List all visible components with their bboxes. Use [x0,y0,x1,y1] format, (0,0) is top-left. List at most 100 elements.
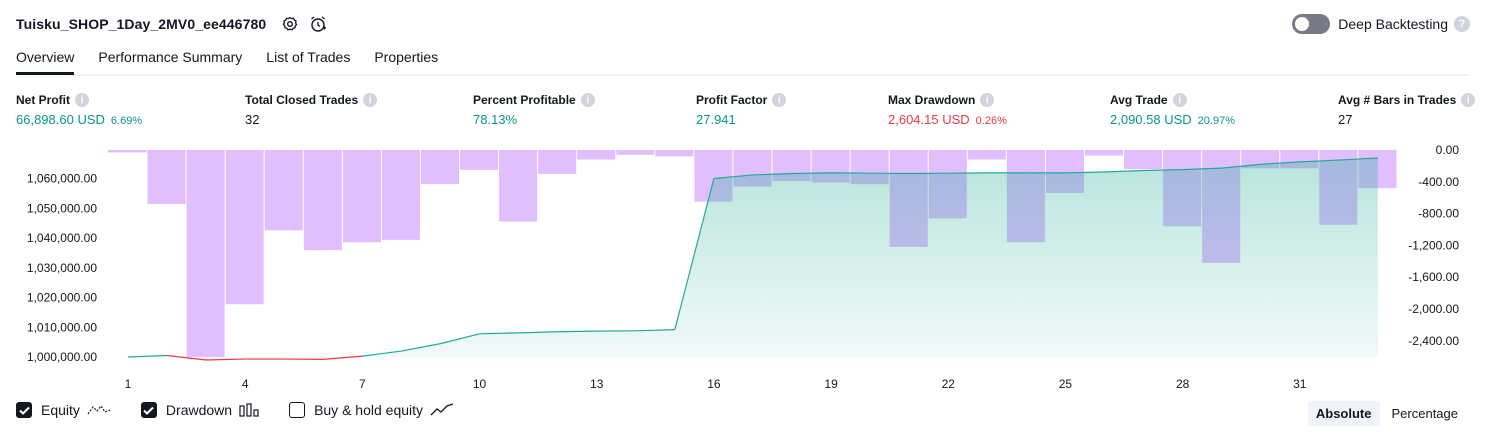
y-right-tick-label: -2,000.00 [1408,302,1459,316]
info-icon[interactable]: i [75,93,89,107]
equity-line-segment [752,172,793,176]
y-left-tick-label: 1,050,000.00 [27,201,97,215]
metric-label: Net Profit [16,93,70,107]
settings-icon[interactable] [280,14,300,34]
metric-total-closed-trades: Total Closed Trades i 32 [245,93,378,127]
equity-line-segment [362,350,402,357]
deep-backtesting: Deep Backtesting ? [1292,13,1470,35]
metric-percent: 0.26% [975,115,1007,127]
metric-max-drawdown: Max Drawdown i 2,604.15 USD 0.26% [888,93,1007,127]
y-right-tick-label: -400.00 [1418,175,1459,189]
deep-backtesting-toggle[interactable] [1292,14,1331,34]
info-icon[interactable]: i [980,93,995,107]
drawdown-bar [147,150,186,205]
tab-properties[interactable]: Properties [374,49,439,65]
deep-backtesting-label: Deep Backtesting [1338,16,1448,32]
equity-line-segment [1143,169,1183,172]
metric-percent: 20.97% [1197,115,1235,127]
metric-label: Profit Factor [696,93,768,107]
equity-line-segment [1299,159,1339,163]
absolute-button[interactable]: Absolute [1307,401,1380,426]
strategy-header: Tuisku_SHOP_1Day_2MV0_ee446780 [16,13,328,35]
equity-checkbox[interactable] [16,402,32,418]
drawdown-bar [616,150,655,155]
equity-line-segment [1065,171,1105,174]
drawdown-bar [538,150,577,174]
metric-label: Total Closed Trades [245,93,359,107]
x-tick-label: 25 [1059,377,1073,391]
y-left-tick-label: 1,030,000.00 [27,261,97,275]
info-icon[interactable]: i [1172,93,1187,107]
y-left-tick-label: 1,060,000.00 [27,172,97,186]
x-tick-label: 19 [824,377,838,391]
metric-value: 78.13% [473,112,518,127]
metric-net-profit: Net Profit i 66,898.60 USD 6.69% [16,93,142,127]
equity-drawdown-chart[interactable]: 1,000,000.00 1,010,000.00 1,020,000.00 1,03… [0,140,1486,395]
metric-label: Max Drawdown [888,93,976,107]
y-right-tick-label: -1,200.00 [1408,238,1459,252]
legend-label: Buy & hold equity [314,402,424,418]
y-right-tick-label: 0.00 [1436,143,1460,157]
equity-line-segment [323,355,363,360]
y-right-tick-label: -800.00 [1418,207,1459,221]
metric-value: 2,090.58 USD [1110,112,1192,127]
buy-hold-checkbox[interactable] [289,402,306,418]
info-icon[interactable]: i [580,93,595,107]
equity-line-segment [557,330,597,333]
drawdown-bar [655,150,694,157]
info-icon[interactable]: i [1461,93,1476,107]
drawdown-bar [342,150,381,243]
x-tick-label: 7 [359,377,366,391]
chart-legend: Equity Drawdown Buy & hold equity [16,402,484,418]
tab-overview[interactable]: Overview [16,46,75,75]
y-right-tick-label: -2,400.00 [1408,334,1459,348]
tab-list-of-trades[interactable]: List of Trades [266,49,351,65]
alert-clock-icon[interactable] [308,14,328,34]
equity-line-segment [518,331,558,334]
equity-line-segment [635,329,675,332]
metric-profit-factor: Profit Factor i 27.941 [696,93,787,127]
strategy-title: Tuisku_SHOP_1Day_2MV0_ee446780 [16,16,267,32]
x-tick-label: 22 [942,377,956,391]
y-left-tick-label: 1,040,000.00 [27,231,97,245]
drawdown-bars-icon [239,403,259,417]
drawdown-checkbox[interactable] [140,402,157,418]
equity-line-segment [440,333,480,345]
metric-value: 27 [1338,112,1353,127]
drawdown-bar [499,150,538,222]
drawdown-bar [108,150,147,153]
drawdown-bar [186,150,225,357]
tab-performance-summary[interactable]: Performance Summary [98,49,243,65]
equity-line-segment [713,174,754,180]
info-icon[interactable]: i [772,93,787,107]
metric-label: Avg Trade [1110,93,1168,107]
equity-line-segment [206,358,246,361]
equity-line-segment [166,354,207,361]
metric-value: 66,898.60 USD [16,112,105,127]
y-left-tick-label: 1,020,000.00 [27,291,97,305]
legend-label: Drawdown [165,402,233,418]
legend-buy-hold[interactable]: Buy & hold equity [289,402,454,418]
metric-label: Percent Profitable [473,93,576,107]
help-icon[interactable]: ? [1454,16,1470,32]
legend-equity[interactable]: Equity [16,402,111,418]
info-icon[interactable]: i [363,93,378,107]
equity-line-segment [1338,157,1378,161]
legend-label: Equity [41,402,80,418]
drawdown-bar [1084,150,1124,156]
x-tick-label: 1 [125,377,132,391]
x-tick-label: 13 [590,377,604,391]
equity-line-segment [1182,167,1222,171]
x-tick-label: 28 [1176,377,1190,391]
report-tabs: Overview Performance Summary List of Tra… [16,46,1470,76]
percentage-button[interactable]: Percentage [1391,406,1459,421]
drawdown-bar [1124,150,1163,170]
equity-line-segment [792,172,832,175]
equity-line-segment [674,178,715,330]
drawdown-bar [460,150,499,170]
metric-percent-profitable: Percent Profitable i 78.13% [473,93,595,127]
legend-drawdown[interactable]: Drawdown [140,402,259,418]
buy-hold-line-icon [430,403,454,417]
equity-line-segment [127,354,168,358]
drawdown-bar [967,150,1006,160]
